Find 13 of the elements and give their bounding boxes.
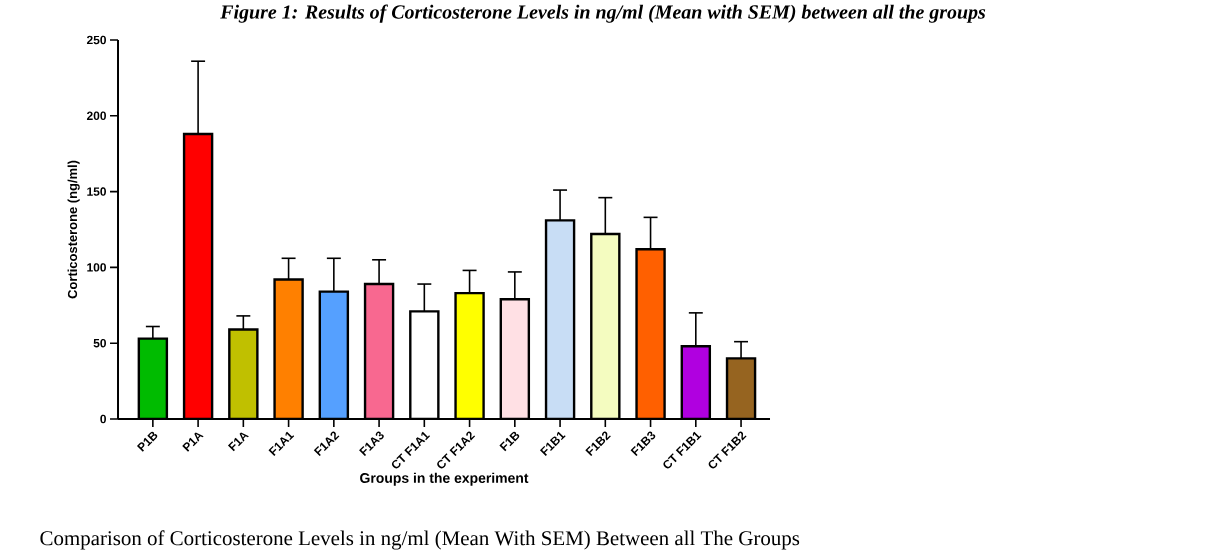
y-tick-label: 50 <box>93 338 106 348</box>
chart-title: Figure 1: Results of Corticosterone Levels in ng/ml (Mean with SEM) between all the groups <box>220 4 986 23</box>
x-tick-label: F1A <box>227 432 249 452</box>
y-tick-label: 200 <box>86 111 106 121</box>
y-tick-label: 100 <box>87 263 106 272</box>
text: Comparison of Corticosterone Levels in ng/ml (Mean With SEM) Between all The Groups <box>40 530 800 550</box>
y-tick-label: 150 <box>87 187 106 196</box>
x-axis-title: Groups in the experiment <box>360 472 529 486</box>
y-axis-title: Corticosterone (ng/ml) <box>67 160 80 299</box>
y-tick-label: 250 <box>86 35 106 45</box>
y-tick-label: 0 <box>100 414 106 424</box>
x-tick-label: F1B <box>499 431 520 452</box>
x-tick-label: P1A <box>182 432 204 452</box>
